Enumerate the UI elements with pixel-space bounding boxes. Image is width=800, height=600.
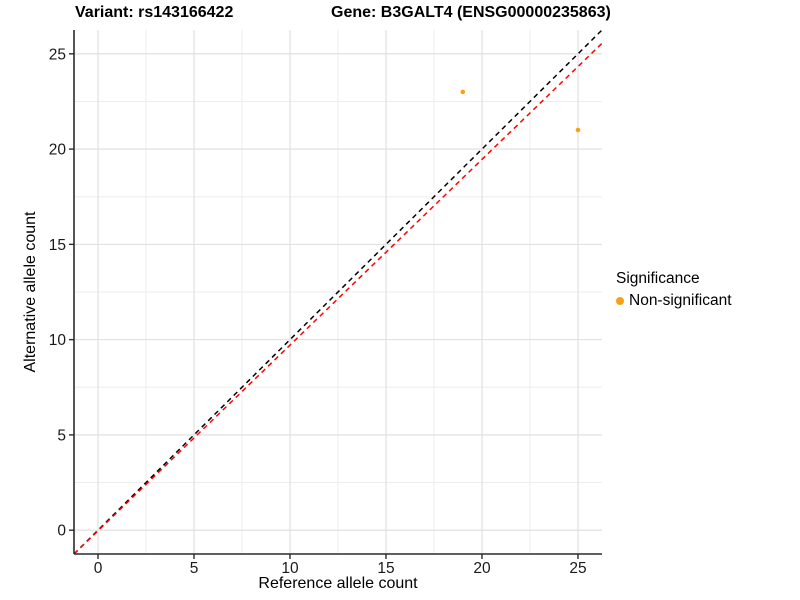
y-tick-label: 20: [49, 142, 67, 159]
y-tick-label: 25: [49, 46, 66, 63]
fitted-line: [73, 42, 603, 555]
x-tick-label: 10: [281, 560, 299, 577]
y-tick-label: 5: [57, 427, 66, 444]
legend-point-icon: [616, 297, 624, 305]
y-tick-label: 10: [49, 332, 67, 349]
y-tick-label: 15: [49, 237, 66, 254]
x-tick-label: 15: [377, 560, 394, 577]
x-tick-label: 25: [569, 560, 586, 577]
legend-title: Significance: [616, 270, 700, 287]
legend-item-label: Non-significant: [629, 292, 732, 309]
identity-line: [73, 29, 603, 555]
y-axis-label: Alternative allele count: [22, 211, 39, 373]
x-axis-label: Reference allele count: [258, 575, 418, 592]
data-point: [460, 89, 466, 95]
y-tick-label: 0: [57, 523, 66, 540]
gene-title: Gene: B3GALT4 (ENSG00000235863): [331, 4, 611, 21]
data-point: [575, 127, 581, 133]
x-tick-label: 0: [94, 560, 103, 577]
legend-item-non-significant: Non-significant: [616, 292, 732, 310]
legend: Significance Non-significant: [616, 270, 732, 310]
x-tick-label: 20: [473, 560, 491, 577]
variant-title: Variant: rs143166422: [75, 4, 234, 21]
x-tick-label: 5: [190, 560, 199, 577]
